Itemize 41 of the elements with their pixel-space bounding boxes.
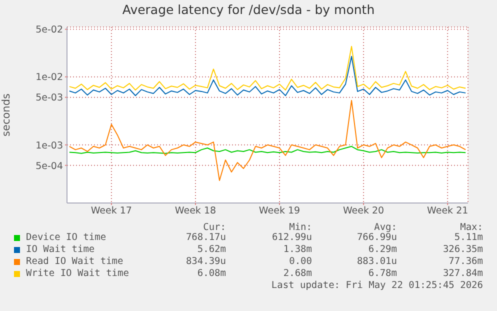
line-series	[68, 56, 466, 96]
y-tick-label: 1e-02	[36, 72, 63, 84]
text: 612.99u	[272, 232, 312, 243]
text: 6.29m	[368, 244, 397, 255]
legend-label: Write IO Wait time	[26, 268, 129, 279]
legend-label: Device IO time	[26, 232, 106, 243]
y-tick-label: 1e-03	[36, 140, 63, 152]
text: 6.78m	[368, 268, 397, 279]
text: 766.99u	[356, 232, 397, 243]
y-tick-label: 5e-03	[36, 92, 63, 104]
text: 2.68m	[283, 268, 312, 279]
text: 327.84m	[442, 268, 483, 279]
text: 1.38m	[283, 244, 312, 255]
line-series	[68, 46, 466, 91]
x-tick-label: Week 21	[427, 206, 468, 217]
text: 834.39u	[186, 256, 226, 267]
text: 768.17u	[186, 232, 226, 243]
text: Avg:	[374, 222, 397, 233]
text: Min:	[289, 222, 312, 233]
y-tick-label: 5e-04	[36, 160, 63, 172]
legend-label: Read IO Wait time	[26, 256, 124, 267]
legend-label: IO Wait time	[26, 244, 95, 255]
text: Cur:	[203, 222, 226, 233]
text: Last update: Fri May 22 01:25:45 2026	[271, 280, 483, 291]
text: 0.00	[289, 256, 312, 267]
text: 326.35m	[442, 244, 483, 255]
line-series	[68, 146, 466, 154]
y-tick-label: 5e-02	[36, 24, 63, 36]
text: 5.62m	[197, 244, 226, 255]
text: 6.08m	[197, 268, 226, 279]
x-tick-label: Week 18	[174, 206, 216, 217]
y-axis-title: seconds	[0, 94, 13, 136]
x-tick-label: Week 20	[342, 206, 384, 217]
text: 5.11m	[454, 232, 483, 243]
text: 77.36m	[448, 256, 483, 267]
line-series	[68, 100, 466, 181]
text: 883.01u	[356, 256, 397, 267]
x-tick-label: Week 19	[258, 206, 300, 217]
x-tick-label: Week 17	[90, 206, 132, 217]
text: Max:	[460, 222, 483, 233]
chart-title: Average latency for /dev/sda - by month	[121, 2, 376, 17]
